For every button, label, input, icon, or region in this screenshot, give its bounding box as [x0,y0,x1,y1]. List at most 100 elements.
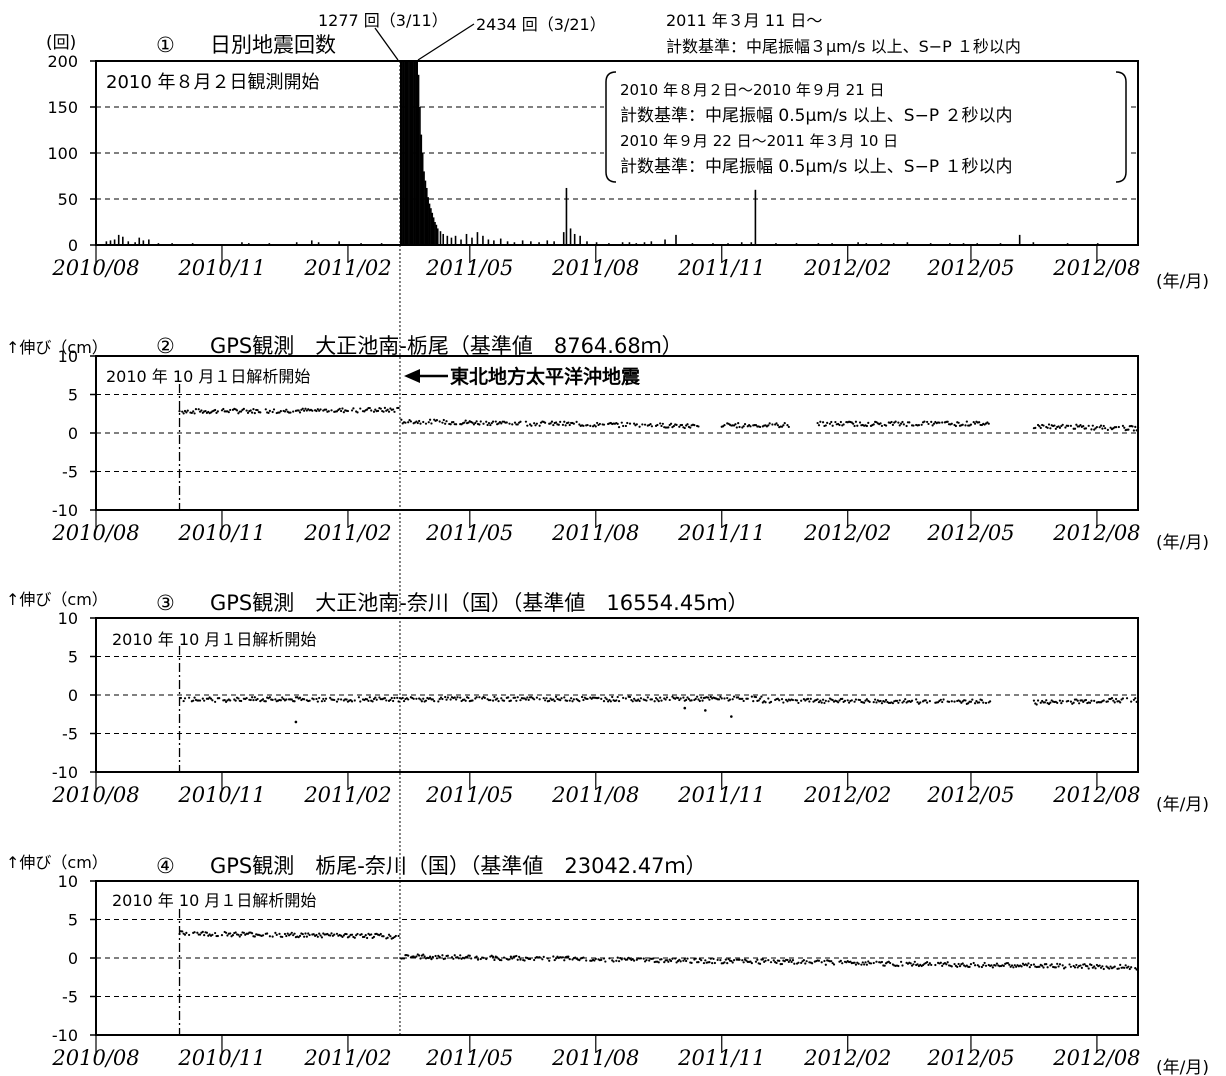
gps-point [498,421,502,424]
gps-point [831,424,834,427]
gps-point [598,422,601,426]
count-bar [579,235,581,245]
gps-point [831,698,834,702]
gps-point [964,424,967,427]
count-bar [538,242,540,245]
gps-point [596,421,599,425]
gps-point [246,411,250,414]
gps-point [750,695,753,698]
gps-point [737,696,740,699]
gps-point [442,418,445,422]
gps-point [633,959,636,962]
gps-point [638,425,641,428]
x-tick-label: 2012/02 [803,256,891,280]
panel-1-title: 日別地震回数 [210,33,336,57]
count-bar [628,242,631,245]
gps-point [609,700,612,703]
gps-point [441,421,444,424]
gps-point [214,408,217,412]
gps-point [264,700,267,703]
gps-point [561,423,565,426]
gps-point [1064,426,1067,429]
gps-point [193,696,196,699]
gps-point [476,958,480,961]
x-tick-label: 2011/08 [551,521,639,545]
gps-point [437,700,440,703]
x-tick-label: 2012/02 [803,783,891,807]
gps-point [887,960,890,963]
gps-point [1046,426,1049,429]
gps-point [575,420,578,424]
gps-point [930,420,933,423]
gps-point [278,411,281,414]
gps-point [250,411,254,414]
gps-point [669,959,673,963]
gps-point [594,957,597,961]
x-tick-label: 2012/08 [1052,521,1140,545]
gps-point [620,958,623,961]
gps-point [427,421,430,424]
gps-point [450,956,454,959]
gps-point [394,934,397,938]
gps-point [843,699,847,702]
gps-point [285,934,288,938]
gps-point [494,420,497,423]
gps-point [275,933,278,937]
gps-point [1099,966,1103,969]
gps-point [201,697,204,700]
gps-point [709,957,712,960]
gps-point [1102,424,1105,428]
gps-point [368,696,371,699]
gps-point [593,959,596,962]
gps-point [324,697,328,700]
gps-point [676,696,680,700]
gps-point [694,697,697,700]
gps-point [366,936,369,940]
gps-point [441,954,444,957]
gps-point [428,955,432,958]
gps-point [1121,424,1125,427]
gps-point [186,409,189,412]
gps-point [961,423,964,426]
gps-point [557,423,560,426]
count-bar [113,239,116,245]
gps-point [261,698,265,701]
count-bar [338,241,340,245]
gps-point [969,962,973,966]
count-bar [410,61,413,245]
gps-point [895,699,899,702]
gps-point [919,701,922,704]
y-tick-label: 150 [47,98,78,117]
gps-point [950,700,953,703]
gps-point [323,699,326,703]
gps-point [1086,965,1089,968]
gps-point [902,423,905,426]
gps-point [1079,964,1082,967]
gps-point [860,963,863,966]
gps-point [500,422,503,425]
gps-point [352,407,355,410]
gps-point [479,957,482,961]
gps-point [697,425,700,428]
gps-point [183,697,187,700]
gps-point [359,700,362,703]
gps-point [589,424,592,427]
gps-point [667,426,670,429]
gps-point [541,958,544,961]
gps-point [237,697,240,700]
gps-point [973,422,977,425]
count-bar [402,61,405,245]
gps-point [901,701,904,704]
gps-point [419,422,422,425]
gps-point [1102,699,1105,702]
panel-3-title: GPS観測 大正池南-奈川（国）（基準値 16554.45ｍ） [210,591,749,615]
gps-point [756,958,759,961]
gps-point [771,423,774,426]
gps-point [533,422,536,425]
gps-point [838,423,841,427]
gps-point [879,699,882,703]
gps-point [1124,964,1127,967]
count-bar [430,208,432,245]
gps-point [402,957,406,960]
gps-point [622,696,625,699]
